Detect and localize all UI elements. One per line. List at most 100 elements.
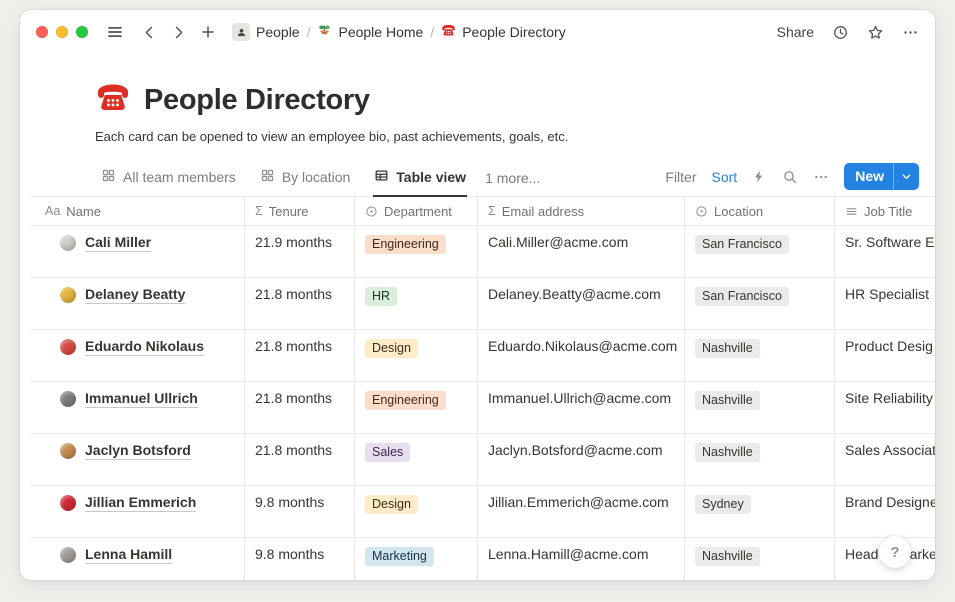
cell-location[interactable]: San Francisco [685,226,835,277]
tab-all-team-members[interactable]: All team members [100,160,237,197]
cell-location[interactable]: Nashville [685,330,835,381]
cell-email[interactable]: Jaclyn.Botsford@acme.com [478,434,685,485]
cell-name[interactable]: Lenna Hamill [30,538,245,580]
table-row[interactable]: Delaney Beatty 21.8 months HR Delaney.Be… [30,278,935,330]
cell-department[interactable]: Engineering [355,382,478,433]
column-label: Job Title [864,203,913,219]
cell-name[interactable]: Jaclyn Botsford [30,434,245,485]
column-header-name[interactable]: Aa Name [30,197,245,225]
cell-email[interactable]: Eduardo.Nikolaus@acme.com [478,330,685,381]
share-button[interactable]: Share [776,24,814,40]
forward-icon[interactable] [171,25,186,40]
person-name-link[interactable]: Jillian Emmerich [85,494,197,512]
cell-tenure[interactable]: 21.8 months [245,434,355,485]
cell-department[interactable]: Design [355,486,478,537]
person-name-link[interactable]: Lenna Hamill [85,546,173,564]
filter-button[interactable]: Filter [665,168,697,185]
minimize-window-button[interactable] [56,26,68,38]
cell-email[interactable]: Delaney.Beatty@acme.com [478,278,685,329]
more-options-icon[interactable] [902,24,919,41]
table-row[interactable]: Lenna Hamill 9.8 months Marketing Lenna.… [30,538,935,580]
red-phone-emoji[interactable] [95,80,131,121]
cell-department[interactable]: Engineering [355,226,478,277]
person-name-link[interactable]: Delaney Beatty [85,286,186,304]
sort-button[interactable]: Sort [711,168,738,185]
cell-location[interactable]: Nashville [685,434,835,485]
database-view-bar: All team members By location Table view … [100,160,919,197]
cell-job-title[interactable]: Brand Designe [845,494,935,510]
person-name-link[interactable]: Cali Miller [85,234,152,252]
location-tag: San Francisco [695,287,789,306]
cell-tenure[interactable]: 21.8 months [245,278,355,329]
cell-name[interactable]: Eduardo Nikolaus [30,330,245,381]
view-options-dots-icon[interactable] [813,169,829,185]
cell-name[interactable]: Delaney Beatty [30,278,245,329]
person-name-link[interactable]: Eduardo Nikolaus [85,338,205,356]
table-row[interactable]: Jillian Emmerich 9.8 months Design Jilli… [30,486,935,538]
close-window-button[interactable] [36,26,48,38]
cell-location[interactable]: Nashville [685,538,835,580]
cell-tenure[interactable]: 21.8 months [245,382,355,433]
zoom-window-button[interactable] [76,26,88,38]
cell-name[interactable]: Immanuel Ullrich [30,382,245,433]
cell-email[interactable]: Immanuel.Ullrich@acme.com [478,382,685,433]
new-page-plus-icon[interactable] [200,24,216,40]
cell-department[interactable]: Design [355,330,478,381]
tab-by-location[interactable]: By location [259,160,351,197]
more-views-button[interactable]: 1 more... [485,170,541,186]
cell-tenure[interactable]: 9.8 months [245,538,355,580]
breadcrumb-people-directory[interactable]: People Directory [441,23,566,41]
automations-lightning-icon[interactable] [752,169,767,184]
person-name-link[interactable]: Immanuel Ullrich [85,390,198,408]
cell-department[interactable]: Marketing [355,538,478,580]
button-divider [893,163,894,190]
new-button-label[interactable]: New [855,168,884,184]
cell-job-title[interactable]: Sales Associat [845,442,935,458]
column-header-email[interactable]: Σ Email address [478,197,685,225]
cell-email[interactable]: Jillian.Emmerich@acme.com [478,486,685,537]
cell-name[interactable]: Jillian Emmerich [30,486,245,537]
updates-clock-icon[interactable] [832,24,849,41]
page-description[interactable]: Each card can be opened to view an emplo… [95,129,569,144]
cell-email[interactable]: Cali.Miller@acme.com [478,226,685,277]
view-tabs: All team members By location Table view [100,160,468,197]
breadcrumb-people-home[interactable]: People Home [317,23,423,41]
department-tag: Sales [365,443,411,462]
table-row[interactable]: Cali Miller 21.9 months Engineering Cali… [30,226,935,278]
department-tag: Engineering [365,391,446,410]
sidebar-menu-icon[interactable] [106,23,124,41]
table-row[interactable]: Jaclyn Botsford 21.8 months Sales Jaclyn… [30,434,935,486]
cell-department[interactable]: Sales [355,434,478,485]
cell-tenure[interactable]: 21.8 months [245,330,355,381]
page-title[interactable]: People Directory [144,84,370,116]
select-icon [365,205,378,218]
breadcrumb-people[interactable]: People [232,23,300,41]
tab-table-view[interactable]: Table view [373,160,468,197]
department-tag: HR [365,287,398,306]
favorite-star-icon[interactable] [867,24,884,41]
table-row[interactable]: Eduardo Nikolaus 21.8 months Design Edua… [30,330,935,382]
cell-department[interactable]: HR [355,278,478,329]
table-row[interactable]: Immanuel Ullrich 21.8 months Engineering… [30,382,935,434]
cell-job-title[interactable]: Site Reliability [845,390,933,406]
cell-email[interactable]: Lenna.Hamill@acme.com [478,538,685,580]
cell-tenure[interactable]: 9.8 months [245,486,355,537]
column-header-location[interactable]: Location [685,197,835,225]
cell-location[interactable]: Sydney [685,486,835,537]
cell-tenure[interactable]: 21.9 months [245,226,355,277]
cell-location[interactable]: Nashville [685,382,835,433]
search-icon[interactable] [782,169,798,185]
column-header-tenure[interactable]: Σ Tenure [245,197,355,225]
column-header-department[interactable]: Department [355,197,478,225]
cell-job-title[interactable]: HR Specialist [845,286,930,302]
chevron-down-icon[interactable] [894,163,919,190]
new-record-button[interactable]: New [844,163,919,190]
cell-job-title[interactable]: Product Desig [845,338,933,354]
back-icon[interactable] [142,25,157,40]
person-name-link[interactable]: Jaclyn Botsford [85,442,191,460]
help-button[interactable]: ? [879,536,911,568]
cell-location[interactable]: San Francisco [685,278,835,329]
cell-job-title[interactable]: Sr. Software En [845,234,935,250]
column-header-job-title[interactable]: Job Title [835,197,935,225]
cell-name[interactable]: Cali Miller [30,226,245,277]
